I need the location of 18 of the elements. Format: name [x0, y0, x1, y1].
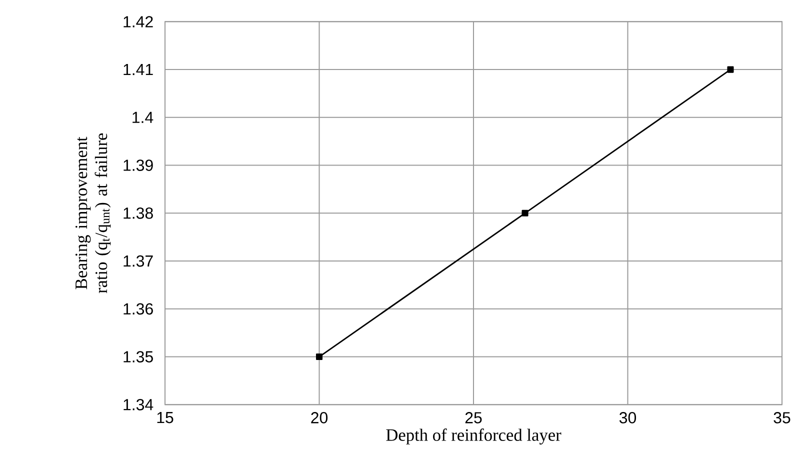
y-tick-label: 1.35 — [124, 351, 153, 362]
point — [522, 210, 528, 216]
x-tick-label: 30 — [619, 412, 636, 424]
y-tick-label: 1.39 — [124, 160, 153, 171]
x-tick-label: 25 — [465, 412, 482, 424]
x-tick-label: 15 — [157, 412, 174, 424]
y-tick-label: 1.37 — [124, 255, 153, 267]
y-tick-label: 1.42 — [124, 16, 153, 28]
point — [727, 66, 734, 73]
x-tick-label: 35 — [774, 412, 790, 424]
x-axis-title: Depth of reinforced layer — [386, 428, 562, 444]
y-tick-label: 1.4 — [132, 112, 154, 123]
y-tick-label: 1.36 — [124, 303, 153, 315]
point — [316, 354, 323, 360]
x-tick-label: 20 — [311, 412, 328, 424]
y-tick-label: 1.38 — [124, 208, 153, 219]
y-tick-label: 1.41 — [124, 64, 153, 76]
y-tick-label: 1.34 — [124, 399, 154, 410]
